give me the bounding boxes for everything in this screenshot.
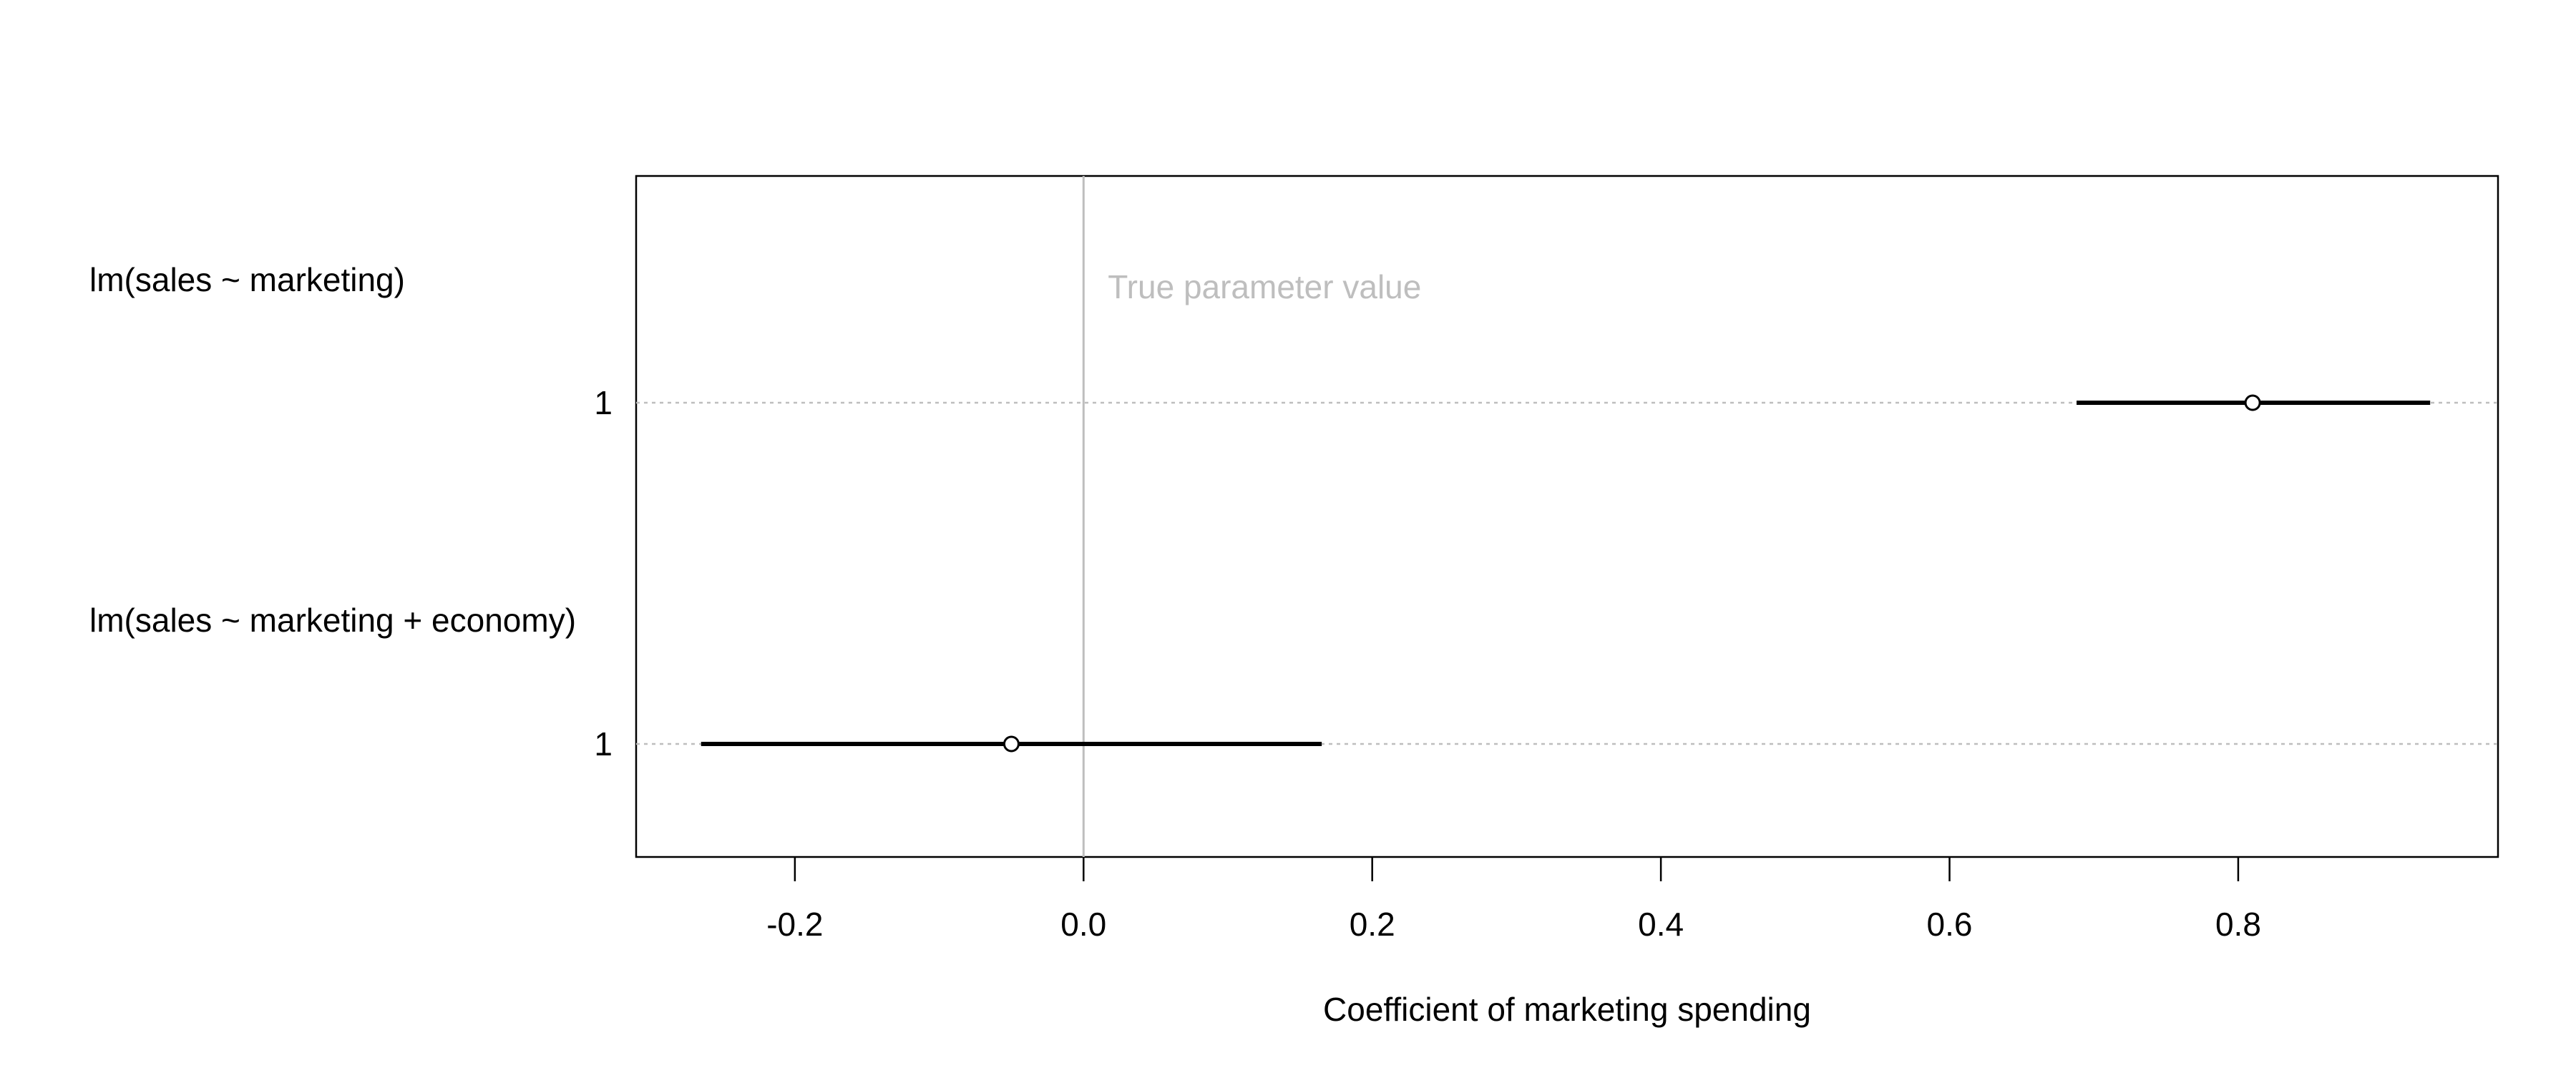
point-estimate [1002,735,1020,753]
group-label: lm(sales ~ marketing + economy) [89,602,576,639]
x-tick-label: 0.8 [2215,906,2261,943]
x-axis-title: Coefficient of marketing spending [1323,991,1811,1028]
x-tick-label: -0.2 [766,906,823,943]
x-tick-label: 0.2 [1350,906,1395,943]
plot-frame [635,175,2499,858]
reference-line-label: True parameter value [1108,268,1421,305]
x-tick-label: 0.6 [1927,906,1973,943]
x-axis: -0.2 0.0 0.2 0.4 0.6 0.8 [766,857,2261,943]
x-tick-label: 0.0 [1060,906,1106,943]
group-label: lm(sales ~ marketing) [89,261,405,298]
reference-layer: True parameter value [1082,176,1421,857]
row-label: 1 [594,384,613,421]
row-label: 1 [594,725,613,763]
point-estimate [2244,394,2261,411]
grid-layer [636,401,2498,745]
label-layer: lm(sales ~ marketing) 1 lm(sales ~ marketi… [89,261,613,763]
x-tick-label: 0.4 [1638,906,1684,943]
interval-layer [701,394,2431,753]
